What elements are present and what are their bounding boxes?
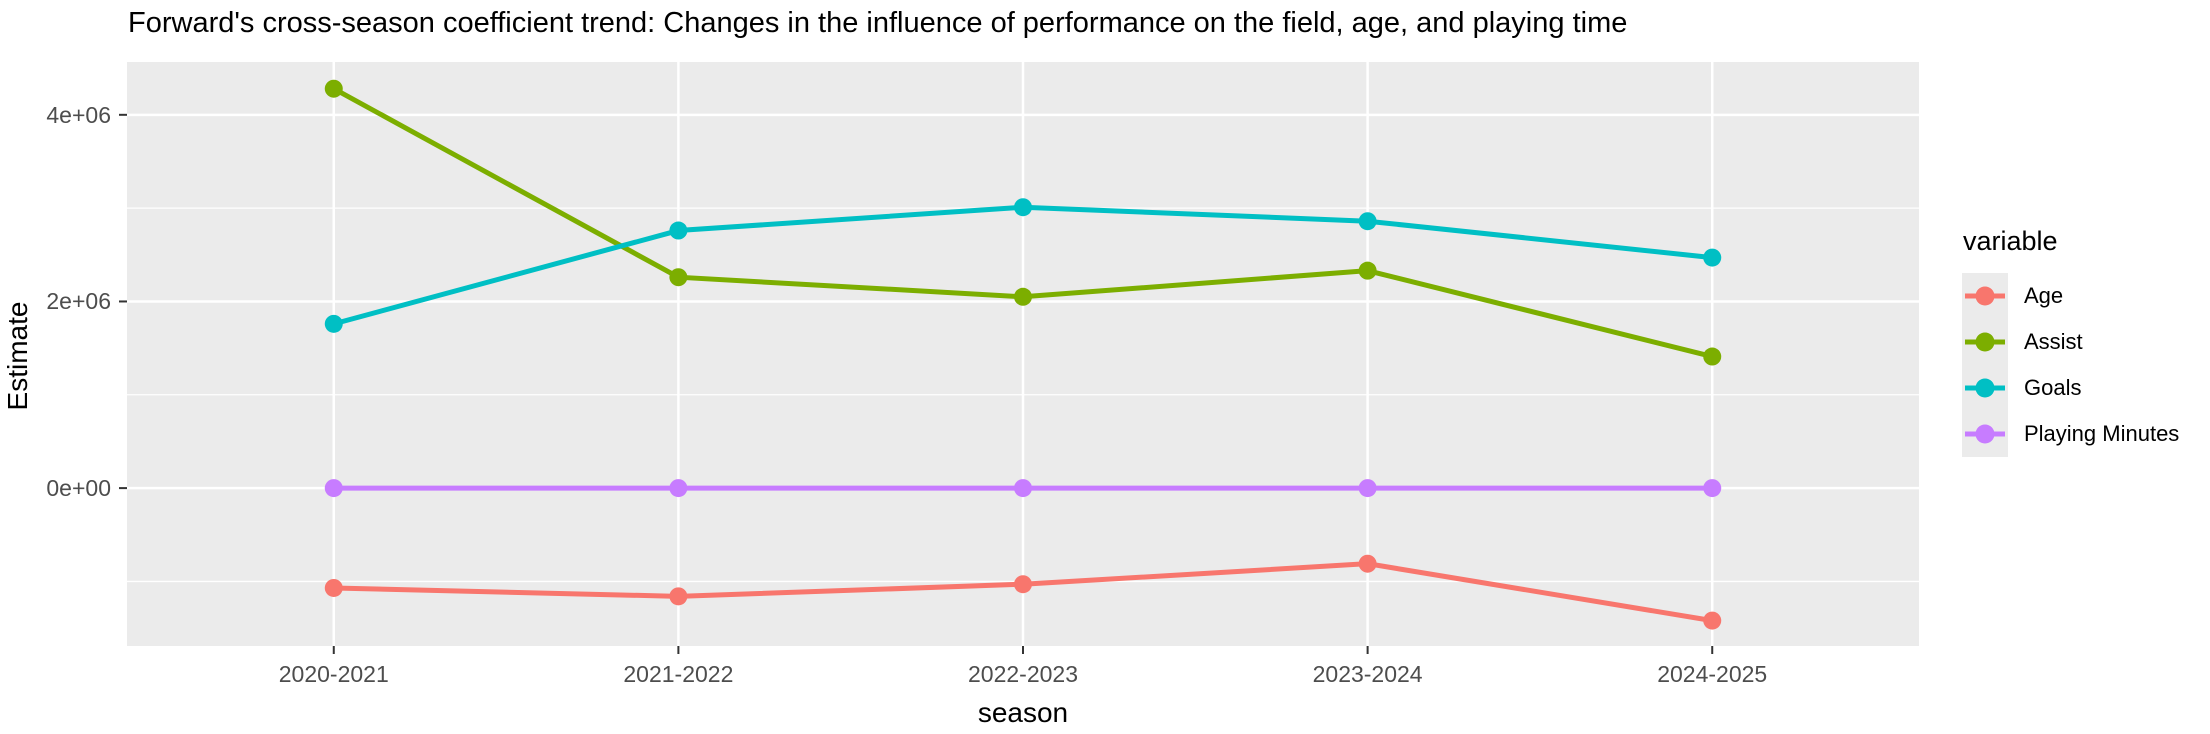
y-tick-label: 0e+00 (46, 475, 111, 502)
legend-item-playing-minutes: Playing Minutes (1962, 411, 2179, 457)
data-point-assist (1358, 261, 1377, 280)
legend-key-assist (1962, 319, 2008, 365)
data-point-playing-minutes (1358, 479, 1377, 498)
data-point-goals (324, 314, 343, 333)
legend-item-goals: Goals (1962, 365, 2179, 411)
data-point-age (669, 587, 688, 606)
legend-key-age (1962, 273, 2008, 319)
legend-title: variable (1963, 226, 2058, 256)
legend: variable Age Assist Goals Playing Minutes (1962, 226, 2179, 457)
legend-label: Playing Minutes (2024, 421, 2180, 446)
legend-key-point (1975, 286, 1995, 306)
data-point-playing-minutes (324, 479, 343, 498)
data-point-playing-minutes (1703, 479, 1722, 498)
legend-item-age: Age (1962, 273, 2179, 319)
data-point-playing-minutes (669, 479, 688, 498)
data-point-age (1703, 611, 1722, 630)
y-tick-label: 4e+06 (46, 101, 111, 128)
data-point-goals (1703, 248, 1722, 267)
legend-key-playing-minutes (1962, 411, 2008, 457)
legend-key-goals (1962, 365, 2008, 411)
chart-title: Forward's cross-season coefficient trend… (128, 7, 1628, 39)
x-axis-title: season (977, 697, 1069, 728)
legend-key-point (1975, 424, 1995, 444)
x-tick-label: 2023-2024 (1312, 661, 1423, 687)
y-tick-label: 2e+06 (46, 288, 111, 315)
data-point-goals (669, 221, 688, 240)
x-tick-label: 2021-2022 (623, 661, 734, 687)
data-point-goals (1014, 198, 1032, 217)
data-point-assist (324, 79, 343, 98)
legend-label: Assist (2024, 329, 2083, 354)
x-tick-label: 2022-2023 (968, 661, 1078, 687)
data-point-age (1358, 554, 1377, 573)
legend-key-point (1975, 332, 1995, 352)
data-point-assist (669, 268, 688, 287)
data-point-goals (1358, 212, 1377, 231)
data-point-assist (1703, 347, 1722, 366)
x-tick-label: 2024-2025 (1657, 661, 1768, 687)
data-point-age (324, 578, 343, 597)
data-point-assist (1014, 287, 1032, 306)
legend-label: Goals (2024, 375, 2082, 400)
legend-key-point (1975, 378, 1995, 398)
legend-item-assist: Assist (1962, 319, 2179, 365)
data-point-age (1014, 575, 1032, 594)
x-tick-label: 2020-2021 (278, 661, 389, 687)
data-point-playing-minutes (1014, 479, 1032, 498)
legend-items: Age Assist Goals Playing Minutes (1962, 273, 2179, 457)
legend-label: Age (2024, 283, 2064, 308)
